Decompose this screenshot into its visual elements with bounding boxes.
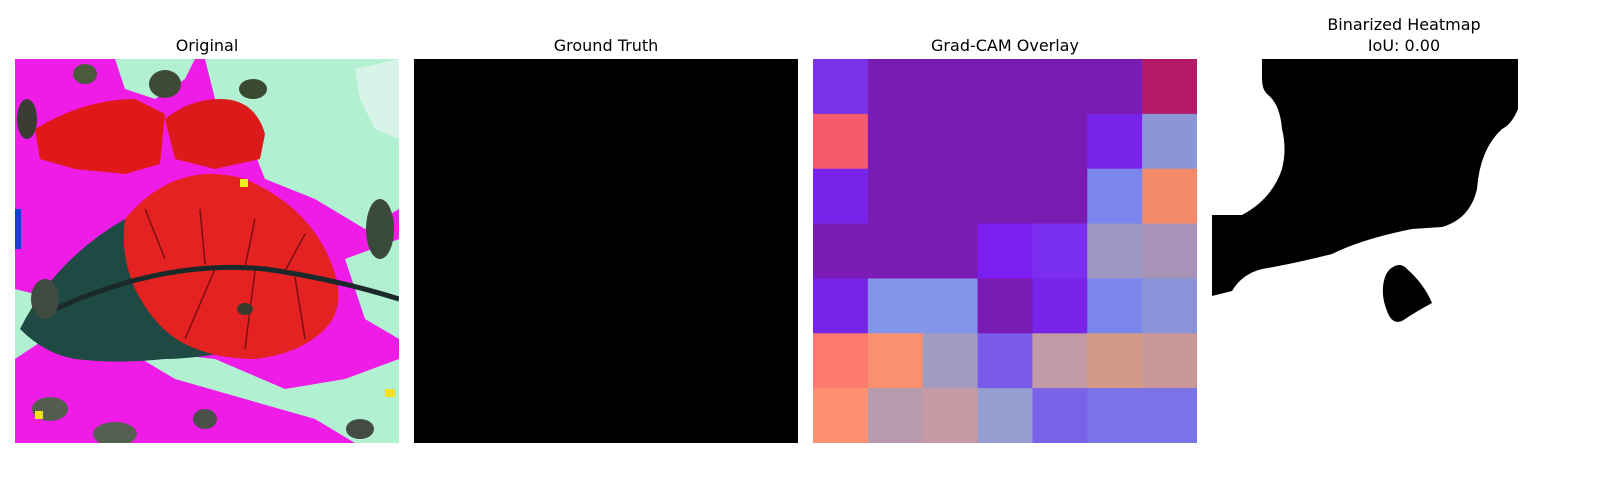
gradcam-cell [922,113,979,170]
gradcam-cell [922,388,979,443]
binarized-heatmap [1212,59,1596,443]
gradcam-cell [1032,278,1088,334]
gradcam-cell [1032,113,1088,170]
iou-label: IoU: 0.00 [1367,36,1441,55]
gradcam-cell [1087,278,1143,334]
gradcam-cell [1142,388,1197,443]
gradcam-overlay [813,59,1197,443]
gradcam-cell [813,333,869,389]
gradcam-cell [977,168,1033,225]
gradcam-cell [1087,113,1143,170]
gradcam-cell [867,388,924,443]
gradcam-cell [1087,168,1143,225]
gradcam-cell [1142,168,1197,225]
gradcam-cell [867,168,924,225]
gradcam-cell [1087,59,1143,115]
original-image [15,59,399,443]
gradcam-cell [922,168,979,225]
binarized-heatmap-title: Binarized Heatmap [1327,15,1481,34]
gradcam-cell [977,278,1033,334]
ground-truth-mask [414,59,798,443]
gradcam-cell [867,113,924,170]
ground-truth-title: Ground Truth [553,36,659,55]
original-title: Original [175,36,239,55]
mask-region-small [1382,265,1432,322]
gradcam-cell [813,168,869,225]
gradcam-cell [1142,278,1197,334]
gradcam-cell [922,278,979,334]
gradcam-cell [977,223,1033,279]
gradcam-cell [867,59,924,115]
gradcam-cell [813,278,869,334]
gradcam-cell [813,388,869,443]
gradcam-cell [977,113,1033,170]
gradcam-cell [1142,333,1197,389]
gradcam-cell [1087,333,1143,389]
gradcam-cell [1032,333,1088,389]
gradcam-cell [813,223,869,279]
gradcam-cell [922,333,979,389]
gradcam-cell [1032,223,1088,279]
gradcam-cell [1142,113,1197,170]
gradcam-cell [867,278,924,334]
gradcam-cell [867,223,924,279]
gradcam-cell [813,113,869,170]
gradcam-cell [867,333,924,389]
gradcam-cell [977,388,1033,443]
gradcam-cell [977,333,1033,389]
gradcam-overlay-title: Grad-CAM Overlay [931,36,1079,55]
gradcam-cell [1032,168,1088,225]
gradcam-cell [1087,223,1143,279]
gradcam-cell [977,59,1033,115]
gradcam-cell [922,223,979,279]
mask-region-main [1212,59,1518,296]
gradcam-cell [922,59,979,115]
gradcam-cell [813,59,869,115]
gradcam-cell [1142,223,1197,279]
gradcam-cell [1032,59,1088,115]
gradcam-cell [1142,59,1197,115]
gradcam-cell [1032,388,1088,443]
gradcam-cell [1087,388,1143,443]
